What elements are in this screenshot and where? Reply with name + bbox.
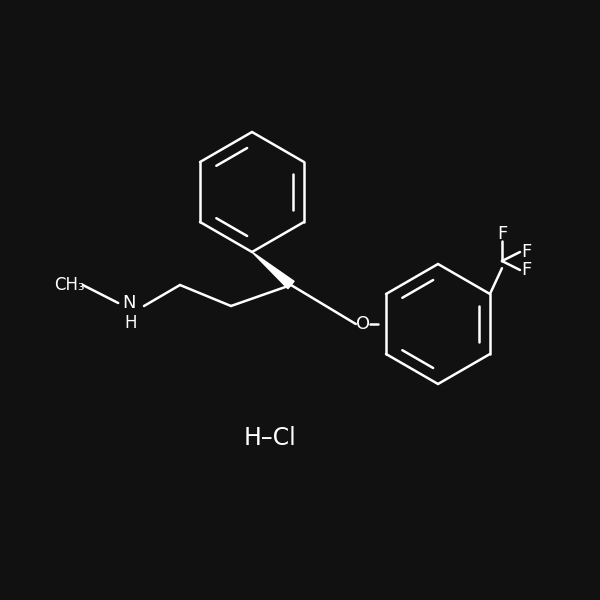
Text: O: O bbox=[356, 315, 370, 333]
Text: F: F bbox=[521, 243, 531, 261]
Text: F: F bbox=[521, 261, 531, 279]
Text: CH₃: CH₃ bbox=[53, 276, 85, 294]
Polygon shape bbox=[252, 252, 294, 289]
Text: F: F bbox=[497, 225, 507, 243]
Text: N: N bbox=[122, 294, 136, 312]
Text: H–Cl: H–Cl bbox=[244, 426, 296, 450]
Text: H: H bbox=[124, 314, 136, 332]
